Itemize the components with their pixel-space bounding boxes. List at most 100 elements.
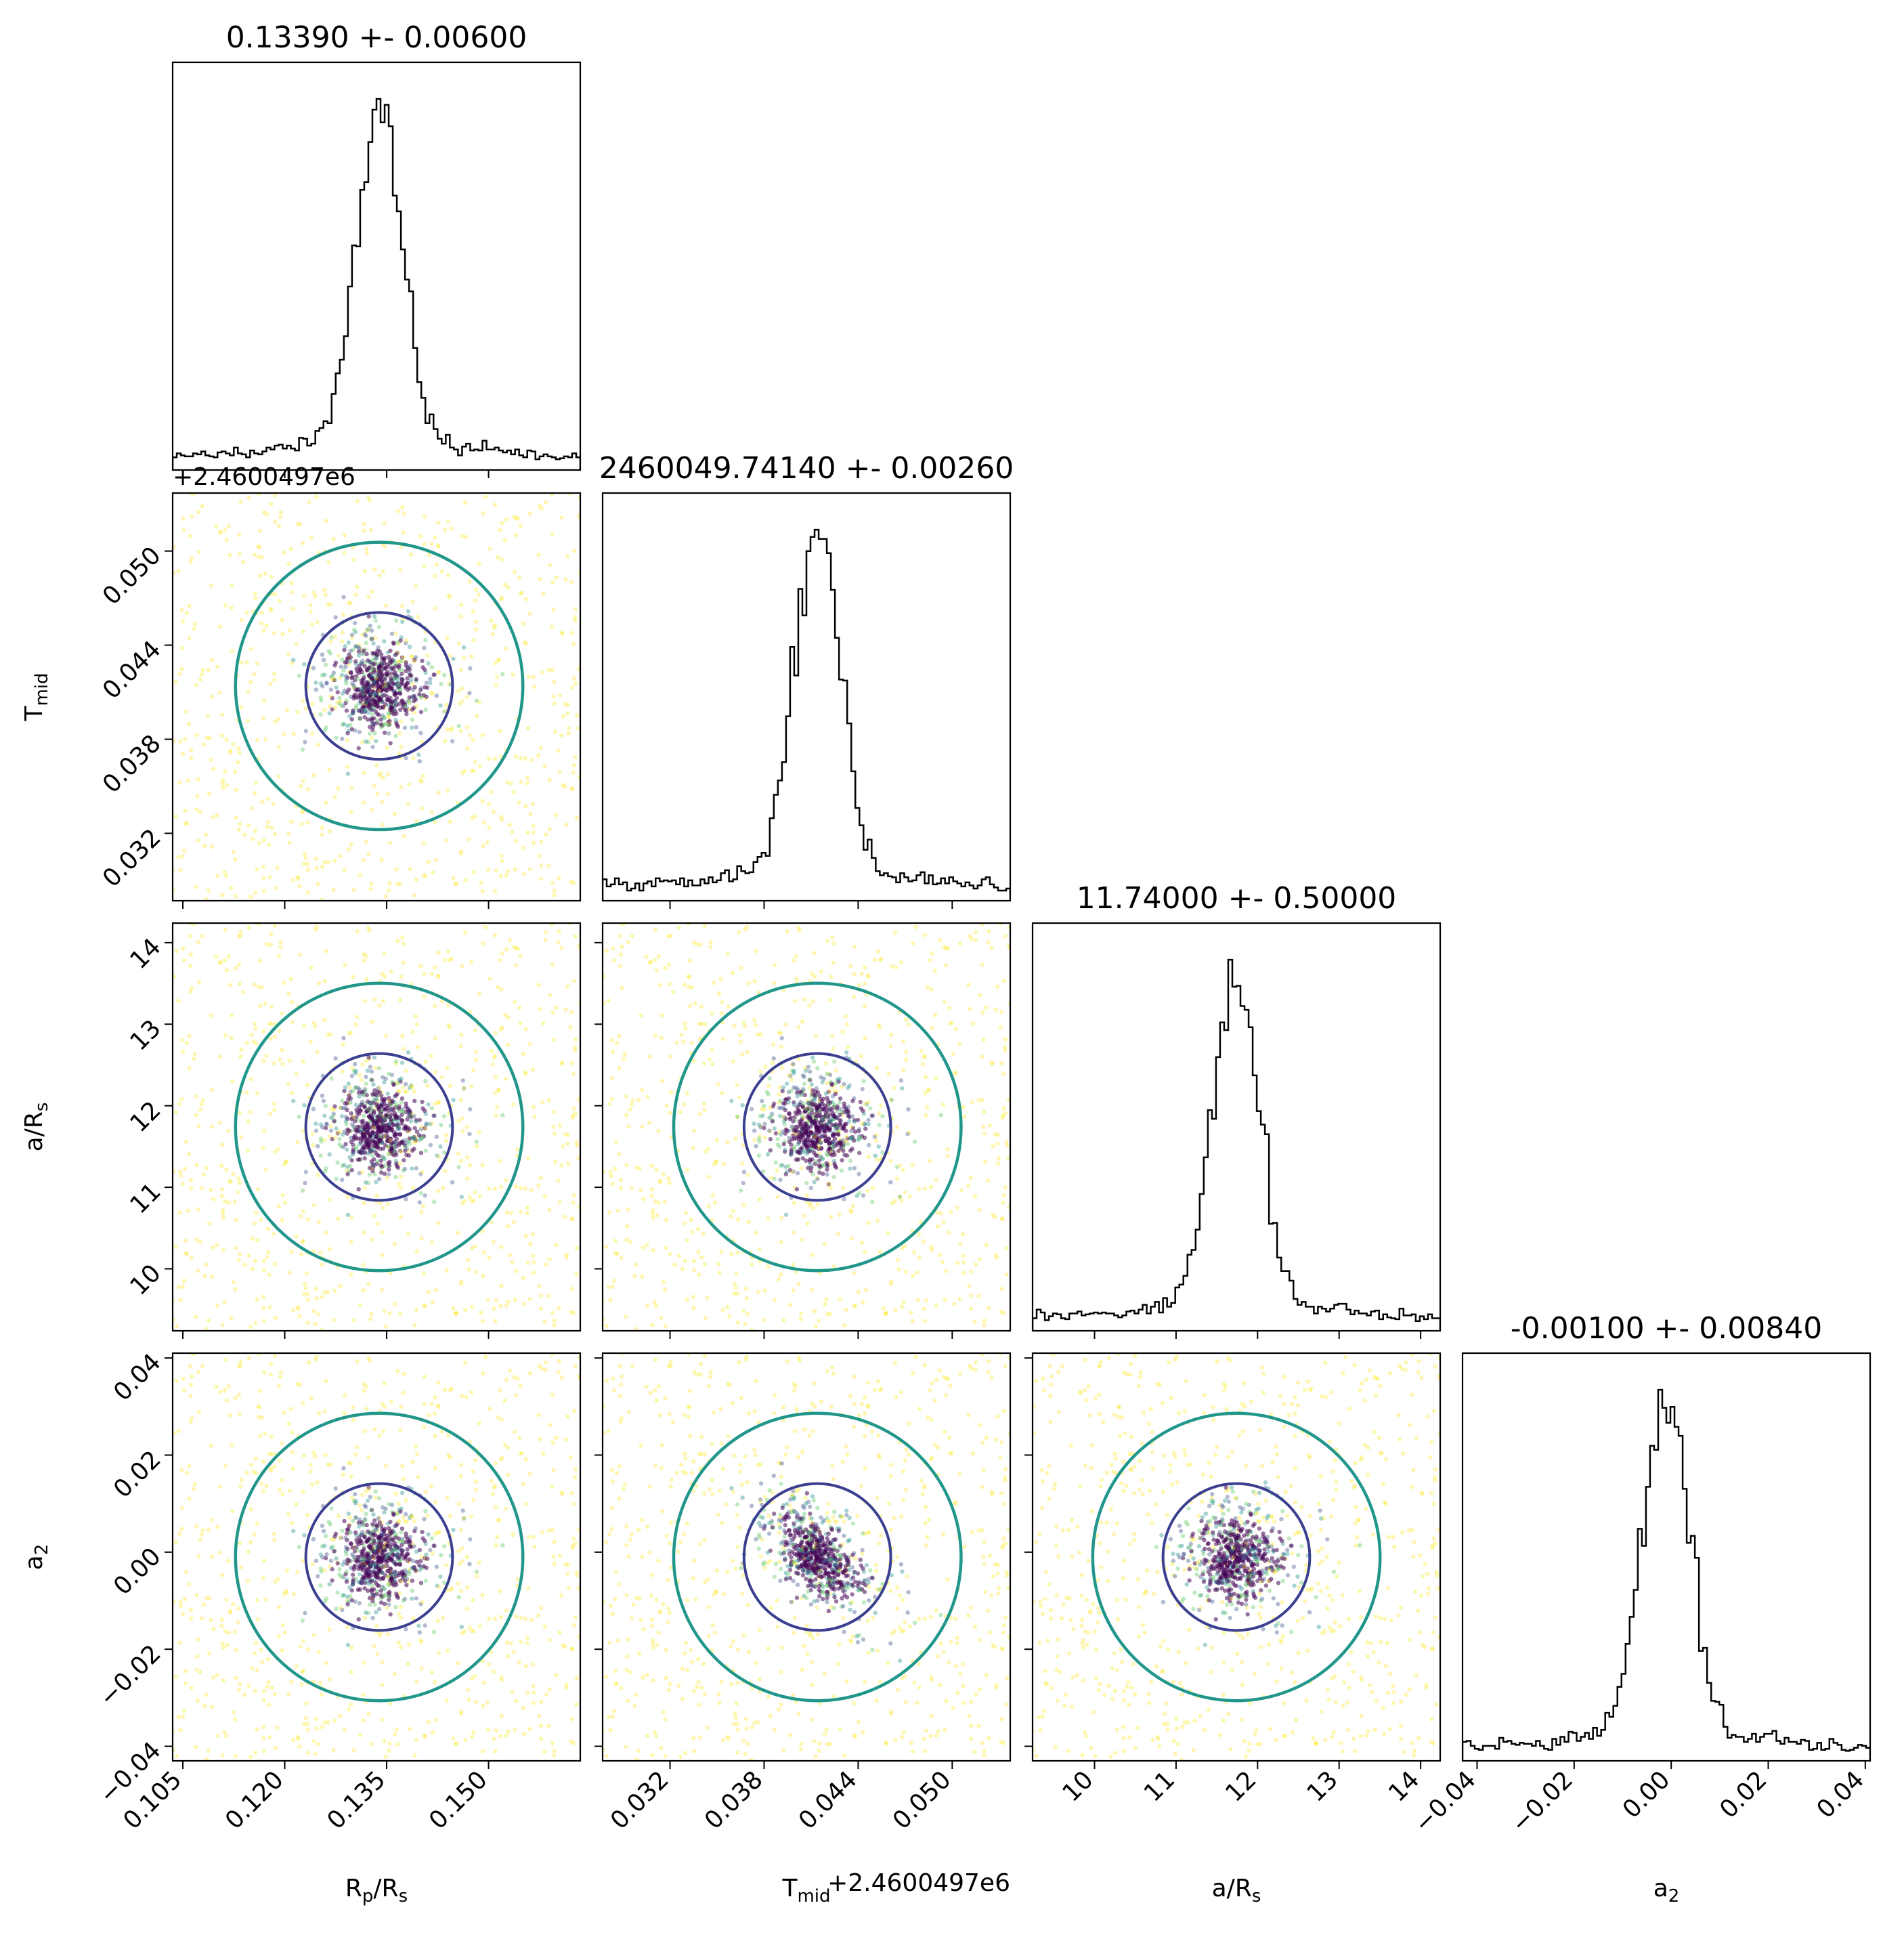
sample-point <box>465 1176 470 1181</box>
sample-point <box>218 960 223 966</box>
sample-point <box>400 1140 405 1146</box>
sample-point <box>215 873 220 878</box>
sample-point <box>543 500 548 505</box>
sample-point <box>766 1128 772 1133</box>
sample-point <box>499 817 504 822</box>
sample-point <box>180 751 186 756</box>
sample-point <box>409 1514 414 1519</box>
sample-point <box>286 652 291 657</box>
sample-point <box>889 1279 894 1284</box>
sample-point <box>230 649 235 654</box>
sample-point <box>863 1250 867 1255</box>
sample-point <box>407 1571 412 1577</box>
sample-point <box>500 1455 504 1460</box>
sample-point <box>453 1311 458 1316</box>
sample-point <box>683 1021 687 1026</box>
sample-point <box>564 822 569 828</box>
sample-point <box>606 1285 611 1289</box>
sample-point <box>691 1306 696 1310</box>
sample-point <box>816 1139 821 1144</box>
sample-point <box>492 889 498 893</box>
sample-point <box>414 1022 420 1027</box>
sample-point <box>375 718 380 723</box>
sample-point <box>687 958 693 963</box>
sample-point <box>399 1542 404 1548</box>
sample-point <box>756 1153 761 1158</box>
contour-outer <box>672 981 963 1273</box>
sample-point <box>206 667 211 673</box>
scatter-points <box>603 923 1010 1331</box>
sample-point <box>412 1136 417 1141</box>
sample-point <box>458 1097 464 1103</box>
sample-point <box>360 1078 364 1082</box>
sample-point <box>624 1094 629 1099</box>
sample-point <box>409 654 414 659</box>
sample-point <box>188 964 193 968</box>
sample-point <box>779 1163 785 1168</box>
sample-point <box>339 1113 345 1119</box>
sample-point <box>476 592 481 597</box>
sample-point <box>410 1084 414 1089</box>
sample-point <box>777 1092 781 1097</box>
sample-point <box>496 1517 502 1522</box>
sample-point <box>362 1105 367 1110</box>
sample-point <box>173 974 176 979</box>
sample-point <box>238 1484 243 1489</box>
sample-point <box>556 1178 561 1183</box>
sample-point <box>927 1159 932 1164</box>
sample-point <box>794 1090 800 1095</box>
sample-point <box>398 568 403 572</box>
sample-point <box>261 1146 265 1151</box>
sample-point <box>809 1130 814 1136</box>
sample-point <box>989 1060 994 1065</box>
sample-point <box>378 1201 383 1206</box>
sample-point <box>309 965 313 970</box>
sample-point <box>395 509 400 513</box>
sample-point <box>741 1021 746 1025</box>
sample-point <box>381 1564 386 1569</box>
sample-point <box>379 857 384 862</box>
sample-point <box>351 1115 356 1119</box>
sample-point <box>827 1072 833 1078</box>
sample-point <box>380 661 385 666</box>
sample-point <box>318 681 324 686</box>
sample-point <box>345 1598 349 1603</box>
sample-point <box>451 1306 456 1310</box>
sample-point <box>857 1191 862 1195</box>
sample-point <box>333 1056 338 1061</box>
sample-point <box>608 1174 613 1178</box>
sample-point <box>387 1741 392 1746</box>
sample-point <box>387 1096 391 1101</box>
sample-point <box>259 1647 263 1652</box>
sample-point <box>313 1716 319 1722</box>
sample-point <box>268 1466 273 1472</box>
sample-point <box>388 1138 393 1143</box>
sample-point <box>220 893 225 897</box>
sample-point <box>297 522 302 527</box>
sample-point <box>301 629 306 634</box>
sample-point <box>454 881 459 886</box>
sample-point <box>426 661 431 666</box>
sample-point <box>527 511 533 516</box>
sample-point <box>387 1144 391 1149</box>
sample-point <box>613 1251 618 1256</box>
sample-point <box>570 685 575 690</box>
sample-point <box>200 504 205 509</box>
sample-point <box>316 881 320 887</box>
sample-point <box>570 786 575 791</box>
sample-point <box>324 681 329 685</box>
sample-point <box>355 1359 360 1364</box>
sample-point <box>498 874 503 878</box>
sample-point <box>357 1524 362 1529</box>
sample-point <box>561 783 565 788</box>
sample-point <box>777 1100 781 1105</box>
sample-point <box>456 723 461 729</box>
sample-point <box>236 532 242 537</box>
sample-point <box>367 928 372 933</box>
sample-point <box>569 1739 574 1744</box>
sample-point <box>294 642 299 647</box>
sample-point <box>389 1117 393 1122</box>
sample-point <box>731 1292 737 1296</box>
sample-point <box>173 739 176 744</box>
sample-point <box>664 1217 669 1222</box>
